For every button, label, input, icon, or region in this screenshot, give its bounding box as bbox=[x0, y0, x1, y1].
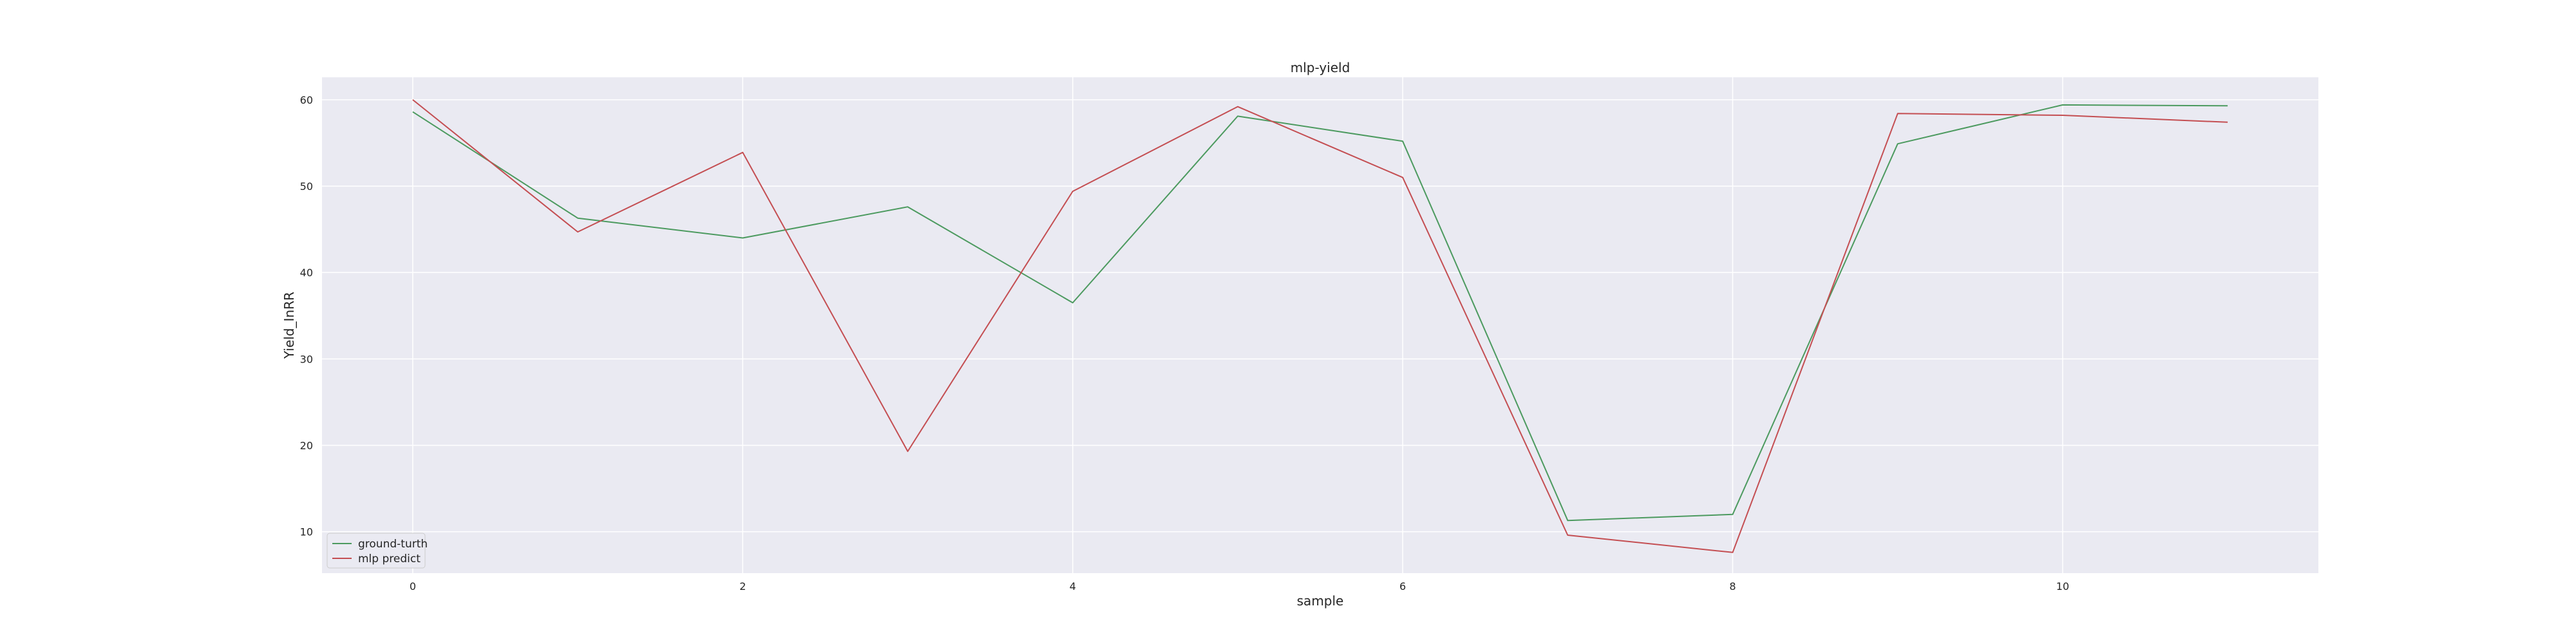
y-tick-label: 30 bbox=[300, 353, 313, 365]
x-axis-label: sample bbox=[1297, 593, 1344, 609]
y-tick-label: 20 bbox=[300, 439, 313, 451]
chart-title: mlp-yield bbox=[1291, 60, 1350, 75]
y-tick-label: 50 bbox=[300, 180, 313, 193]
legend-box bbox=[327, 533, 426, 569]
series-lines bbox=[412, 99, 2228, 553]
y-axis-label: Yield_InRR bbox=[281, 292, 297, 359]
x-tick-label: 2 bbox=[739, 580, 746, 592]
x-tick-label: 0 bbox=[410, 580, 416, 592]
legend-label-ground-turth: ground-turth bbox=[358, 538, 428, 551]
x-tick-label: 4 bbox=[1070, 580, 1076, 592]
grid bbox=[322, 77, 2318, 573]
legend: ground-turth mlp predict bbox=[327, 533, 428, 569]
x-tick-label: 8 bbox=[1729, 580, 1736, 592]
x-tick-label: 10 bbox=[2056, 580, 2069, 592]
tick-labels: 0 2 4 6 8 10 10 20 30 40 50 60 bbox=[300, 94, 2069, 592]
y-tick-label: 10 bbox=[300, 526, 313, 538]
y-tick-label: 60 bbox=[300, 94, 313, 106]
x-tick-label: 6 bbox=[1399, 580, 1406, 592]
plot-background bbox=[322, 77, 2318, 573]
y-tick-label: 40 bbox=[300, 267, 313, 279]
series-line-ground-turth bbox=[412, 104, 2228, 522]
legend-label-mlp-predict: mlp predict bbox=[358, 553, 421, 565]
series-line-mlp-predict bbox=[412, 99, 2228, 553]
